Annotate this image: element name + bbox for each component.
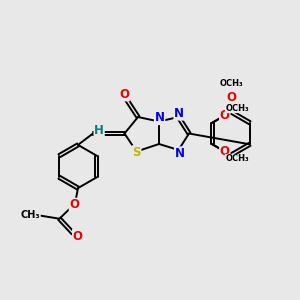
Text: H: H [94,124,104,137]
Text: CH₃: CH₃ [20,210,40,220]
Text: O: O [73,230,83,243]
Text: O: O [119,88,129,101]
Text: O: O [69,198,80,212]
Text: O: O [220,145,230,158]
Text: OCH₃: OCH₃ [225,104,249,113]
Text: OCH₃: OCH₃ [225,154,249,163]
Text: O: O [226,91,236,104]
Text: OCH₃: OCH₃ [219,79,243,88]
Text: S: S [132,146,141,159]
Text: N: N [154,111,165,124]
Text: O: O [220,109,230,122]
Text: N: N [174,107,184,120]
Text: N: N [175,147,185,160]
